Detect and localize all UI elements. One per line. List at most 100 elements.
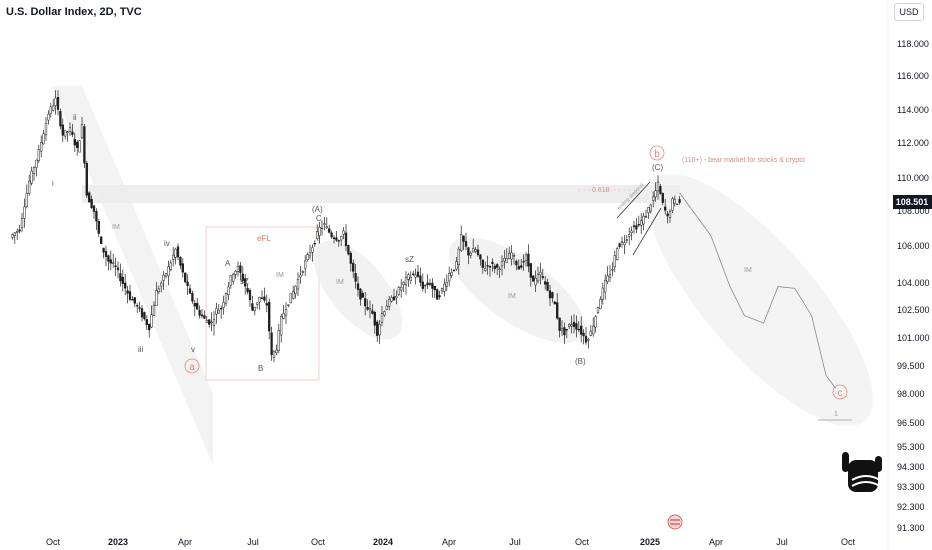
- circled-wave-labels: a b c: [184, 145, 848, 400]
- candle-body: [433, 286, 436, 291]
- x-tick-label: Oct: [841, 537, 856, 547]
- y-tick-label: 98.000: [897, 389, 925, 399]
- y-tick-label: 96.500: [897, 418, 925, 428]
- y-tick-label: 93.300: [897, 482, 925, 492]
- candlestick-series: [11, 90, 681, 363]
- candle-body: [59, 111, 62, 127]
- candle-body: [443, 283, 446, 292]
- candle-body: [280, 316, 283, 336]
- candle-body: [124, 282, 127, 289]
- candle-body: [90, 199, 93, 209]
- candle-body: [512, 255, 516, 257]
- currency-selector[interactable]: USD: [894, 3, 924, 21]
- candle-body: [623, 242, 626, 246]
- candle-body: [570, 324, 573, 327]
- candle-body: [376, 321, 379, 336]
- candle-body: [260, 297, 264, 299]
- candle-body: [488, 265, 492, 268]
- candle-body: [383, 311, 386, 316]
- candle-body: [560, 328, 564, 331]
- candle-body: [284, 309, 288, 316]
- candle-body: [198, 309, 201, 316]
- y-axis: 118.000 116.000 114.000 112.000 110.000 108.0…: [897, 39, 930, 533]
- candle-body: [299, 274, 302, 278]
- candle-body: [229, 275, 232, 286]
- candle-body: [635, 225, 638, 230]
- candle-body: [215, 308, 218, 315]
- candle-body: [296, 279, 300, 290]
- candle-body: [656, 181, 660, 192]
- candle-body: [421, 281, 424, 289]
- candle-body: [467, 247, 470, 256]
- candle-body: [30, 170, 33, 184]
- candle-body: [20, 218, 24, 228]
- candle-body: [52, 105, 55, 111]
- candle-body: [520, 265, 523, 268]
- candle-body: [510, 252, 513, 260]
- candle-body: [342, 230, 345, 235]
- falling-channel-band: [52, 86, 213, 465]
- candle-body: [676, 203, 679, 206]
- candle-body: [546, 282, 549, 291]
- candle-body: [476, 249, 480, 256]
- wave-sZ-1: sZ: [240, 277, 249, 286]
- candle-body: [196, 302, 199, 310]
- candle-body: [282, 313, 285, 319]
- x-tick-label: Apr: [442, 537, 456, 547]
- candle-body: [647, 207, 650, 213]
- candle-body: [37, 149, 40, 162]
- candle-body: [498, 268, 501, 270]
- candle-body: [150, 314, 153, 328]
- candle-body: [400, 286, 403, 291]
- candle-body: [121, 276, 124, 284]
- candle-body: [119, 273, 122, 282]
- y-tick-label: 91.300: [897, 523, 925, 533]
- candle-body: [568, 324, 571, 327]
- x-tick-label: Jul: [776, 537, 788, 547]
- im-label-4: IM: [744, 267, 752, 274]
- candle-body: [661, 193, 664, 203]
- candle-body: [155, 290, 158, 306]
- candle-body: [527, 253, 530, 267]
- economic-event-icon[interactable]: [667, 514, 683, 530]
- candle-body: [263, 296, 266, 301]
- x-axis: Oct 2023 Apr Jul Oct 2024 Apr Jul Oct 2025 Apr Jul O…: [46, 537, 856, 547]
- candle-body: [306, 254, 309, 260]
- candle-body: [344, 232, 348, 247]
- circled-b: b: [654, 149, 660, 160]
- candle-body: [292, 291, 295, 299]
- candle-body: [594, 316, 597, 328]
- candle-body: [366, 306, 369, 310]
- candle-body: [330, 232, 333, 238]
- candle-body: [414, 274, 417, 278]
- candle-body: [416, 271, 420, 277]
- x-tick-label: 2023: [108, 537, 128, 547]
- candle-body: [311, 247, 314, 253]
- candle-body: [364, 298, 367, 307]
- candle-body: [649, 204, 652, 212]
- candle-body: [589, 330, 592, 336]
- candle-body: [61, 124, 64, 136]
- candle-body: [128, 291, 132, 300]
- candle-body: [56, 97, 60, 110]
- shaka-hand-logo: [842, 452, 882, 492]
- candle-body: [553, 301, 556, 305]
- candle-body: [666, 213, 669, 217]
- candle-body: [174, 248, 177, 258]
- candle-body: [481, 259, 484, 268]
- candle-body: [587, 339, 590, 341]
- wave-B: B: [258, 364, 263, 373]
- candle-body: [577, 328, 580, 331]
- candle-body: [25, 192, 28, 207]
- candle-body: [472, 248, 475, 253]
- y-tick-label: 104.000: [897, 278, 930, 288]
- candle-body: [541, 276, 544, 278]
- candle-body: [508, 252, 511, 259]
- candle-body: [630, 230, 633, 233]
- candle-body: [352, 262, 355, 272]
- candle-body: [436, 289, 439, 300]
- candle-body: [323, 223, 326, 225]
- candle-body: [522, 261, 525, 263]
- candle-body: [54, 97, 57, 106]
